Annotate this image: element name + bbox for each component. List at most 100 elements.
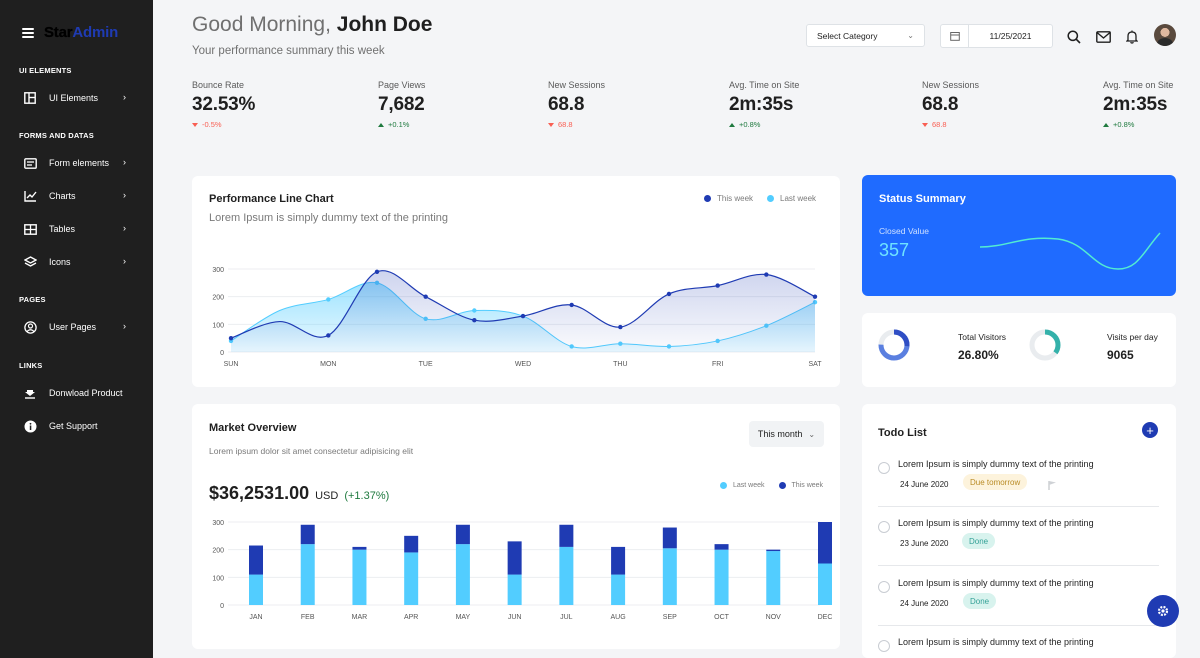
chevron-right-icon: › — [123, 157, 126, 167]
sidebar-item-tables[interactable]: Tables › — [22, 219, 132, 239]
x-tick-label: AUG — [611, 614, 626, 621]
bar-last-week — [300, 544, 315, 605]
settings-fab-button[interactable] — [1147, 595, 1179, 627]
total-visitors-value: 26.80% — [958, 348, 999, 362]
add-todo-button[interactable]: + — [1142, 422, 1158, 438]
layout-icon — [22, 90, 38, 106]
data-point — [812, 294, 818, 299]
market-legend: Last week This week — [720, 482, 823, 489]
legend-this-week: This week — [717, 194, 754, 203]
data-point — [520, 313, 526, 319]
bar-last-week — [455, 544, 470, 605]
visits-per-day-donut — [1029, 329, 1061, 361]
bar-this-week — [714, 544, 729, 550]
arrow-down-icon — [192, 122, 198, 127]
market-overview-card — [192, 404, 840, 649]
avatar[interactable] — [1154, 24, 1176, 46]
divider — [878, 565, 1159, 566]
bar-this-week — [404, 535, 419, 553]
sidebar-item-form-elements[interactable]: Form elements › — [22, 153, 132, 173]
form-icon — [22, 155, 38, 171]
sidebar-item-user-pages[interactable]: User Pages › — [22, 317, 132, 337]
y-tick-label: 300 — [212, 267, 224, 274]
legend-dot-last-week — [720, 482, 727, 489]
mail-icon[interactable] — [1095, 29, 1111, 45]
donut-arc — [1029, 329, 1061, 361]
bar-last-week — [404, 552, 419, 605]
sidebar-item-download-product[interactable]: Donwload Product — [22, 383, 132, 403]
x-tick-label: APR — [404, 614, 418, 621]
x-tick-label: SUN — [224, 361, 239, 368]
arrow-down-icon — [548, 122, 554, 127]
data-point — [423, 294, 428, 299]
sidebar-item-get-support[interactable]: Get Support — [22, 416, 132, 436]
y-tick-label: 0 — [220, 603, 224, 610]
section-label-forms: FORMS AND DATAS — [19, 131, 94, 140]
sidebar-item-ui-elements[interactable]: UI Elements › — [22, 88, 132, 108]
y-tick-label: 200 — [212, 295, 224, 302]
bar-this-week — [507, 541, 522, 575]
chevron-right-icon: › — [123, 321, 126, 331]
data-point — [569, 302, 574, 308]
todo-checkbox[interactable] — [878, 581, 890, 593]
chevron-right-icon: › — [123, 223, 126, 233]
bar-last-week — [507, 574, 522, 605]
bell-icon[interactable] — [1124, 29, 1140, 45]
status-summary-card: Status Summary Closed Value 357 — [862, 175, 1176, 296]
sidebar-item-label: User Pages — [49, 322, 97, 332]
x-tick-label: MAY — [456, 614, 471, 621]
todo-checkbox[interactable] — [878, 521, 890, 533]
stat-bounce-rate: Bounce Rate 32.53% -0.5% — [192, 80, 256, 129]
brand-logo[interactable]: StarAdmin — [44, 24, 119, 41]
arrow-up-icon — [1103, 122, 1109, 127]
bar-this-week — [662, 527, 677, 549]
stat-avg-time: Avg. Time on Site 2m:35s +0.8% — [729, 80, 800, 129]
x-tick-label: MAR — [352, 614, 368, 621]
sidebar-item-charts[interactable]: Charts › — [22, 186, 132, 206]
sidebar-item-label: Form elements — [49, 158, 110, 168]
donut-arc-accent — [878, 329, 910, 361]
todo-checkbox[interactable] — [878, 462, 890, 474]
search-icon[interactable] — [1066, 29, 1082, 45]
bar-this-week — [455, 524, 470, 545]
arrow-up-icon — [729, 122, 735, 127]
visits-per-day-value: 9065 — [1107, 348, 1134, 362]
data-point — [715, 283, 720, 288]
x-tick-label: JAN — [249, 614, 262, 621]
sidebar-item-icons[interactable]: Icons › — [22, 252, 132, 272]
period-dropdown[interactable]: This month ⌄ — [749, 421, 824, 447]
category-select[interactable]: Select Category ⌄ — [806, 24, 925, 47]
y-tick-label: 0 — [220, 350, 224, 357]
sidebar-item-label: Charts — [49, 191, 76, 201]
data-point — [326, 333, 331, 338]
x-tick-label: WED — [515, 361, 531, 368]
visitors-card — [862, 313, 1176, 387]
performance-chart-subtitle: Lorem Ipsum is simply dummy text of the … — [209, 212, 449, 224]
bar-last-week — [559, 546, 574, 605]
stat-new-sessions-2: New Sessions 68.8 68.8 — [922, 80, 980, 129]
stat-page-views: Page Views 7,682 +0.1% — [378, 80, 426, 129]
flag-icon — [1048, 477, 1057, 495]
todo-checkbox[interactable] — [878, 640, 890, 652]
y-tick-label: 300 — [212, 520, 224, 527]
section-label-pages: PAGES — [19, 295, 46, 304]
sidebar: StarAdmin UI ELEMENTS UI Elements › FORM… — [0, 0, 153, 658]
date-picker[interactable]: 11/25/2021 — [940, 24, 1053, 48]
sidebar-item-label: Icons — [49, 257, 71, 267]
table-icon — [22, 221, 38, 237]
stat-new-sessions: New Sessions 68.8 68.8 — [548, 80, 606, 129]
visits-per-day-label: Visits per day — [1107, 332, 1158, 342]
status-badge: Due tomorrow — [963, 474, 1028, 490]
status-badge: Done — [962, 533, 996, 549]
chevron-right-icon: › — [123, 256, 126, 266]
x-tick-label: THU — [613, 361, 627, 368]
closed-value: 357 — [879, 240, 910, 260]
bar-this-week — [611, 546, 626, 575]
bar-this-week — [559, 524, 574, 547]
chevron-down-icon: ⌄ — [808, 429, 816, 439]
series-area-this-week — [231, 270, 815, 352]
sidebar-item-label: UI Elements — [49, 93, 99, 103]
hamburger-menu-icon[interactable] — [22, 27, 34, 38]
calendar-icon — [941, 25, 969, 47]
x-tick-label: DEC — [818, 614, 832, 621]
